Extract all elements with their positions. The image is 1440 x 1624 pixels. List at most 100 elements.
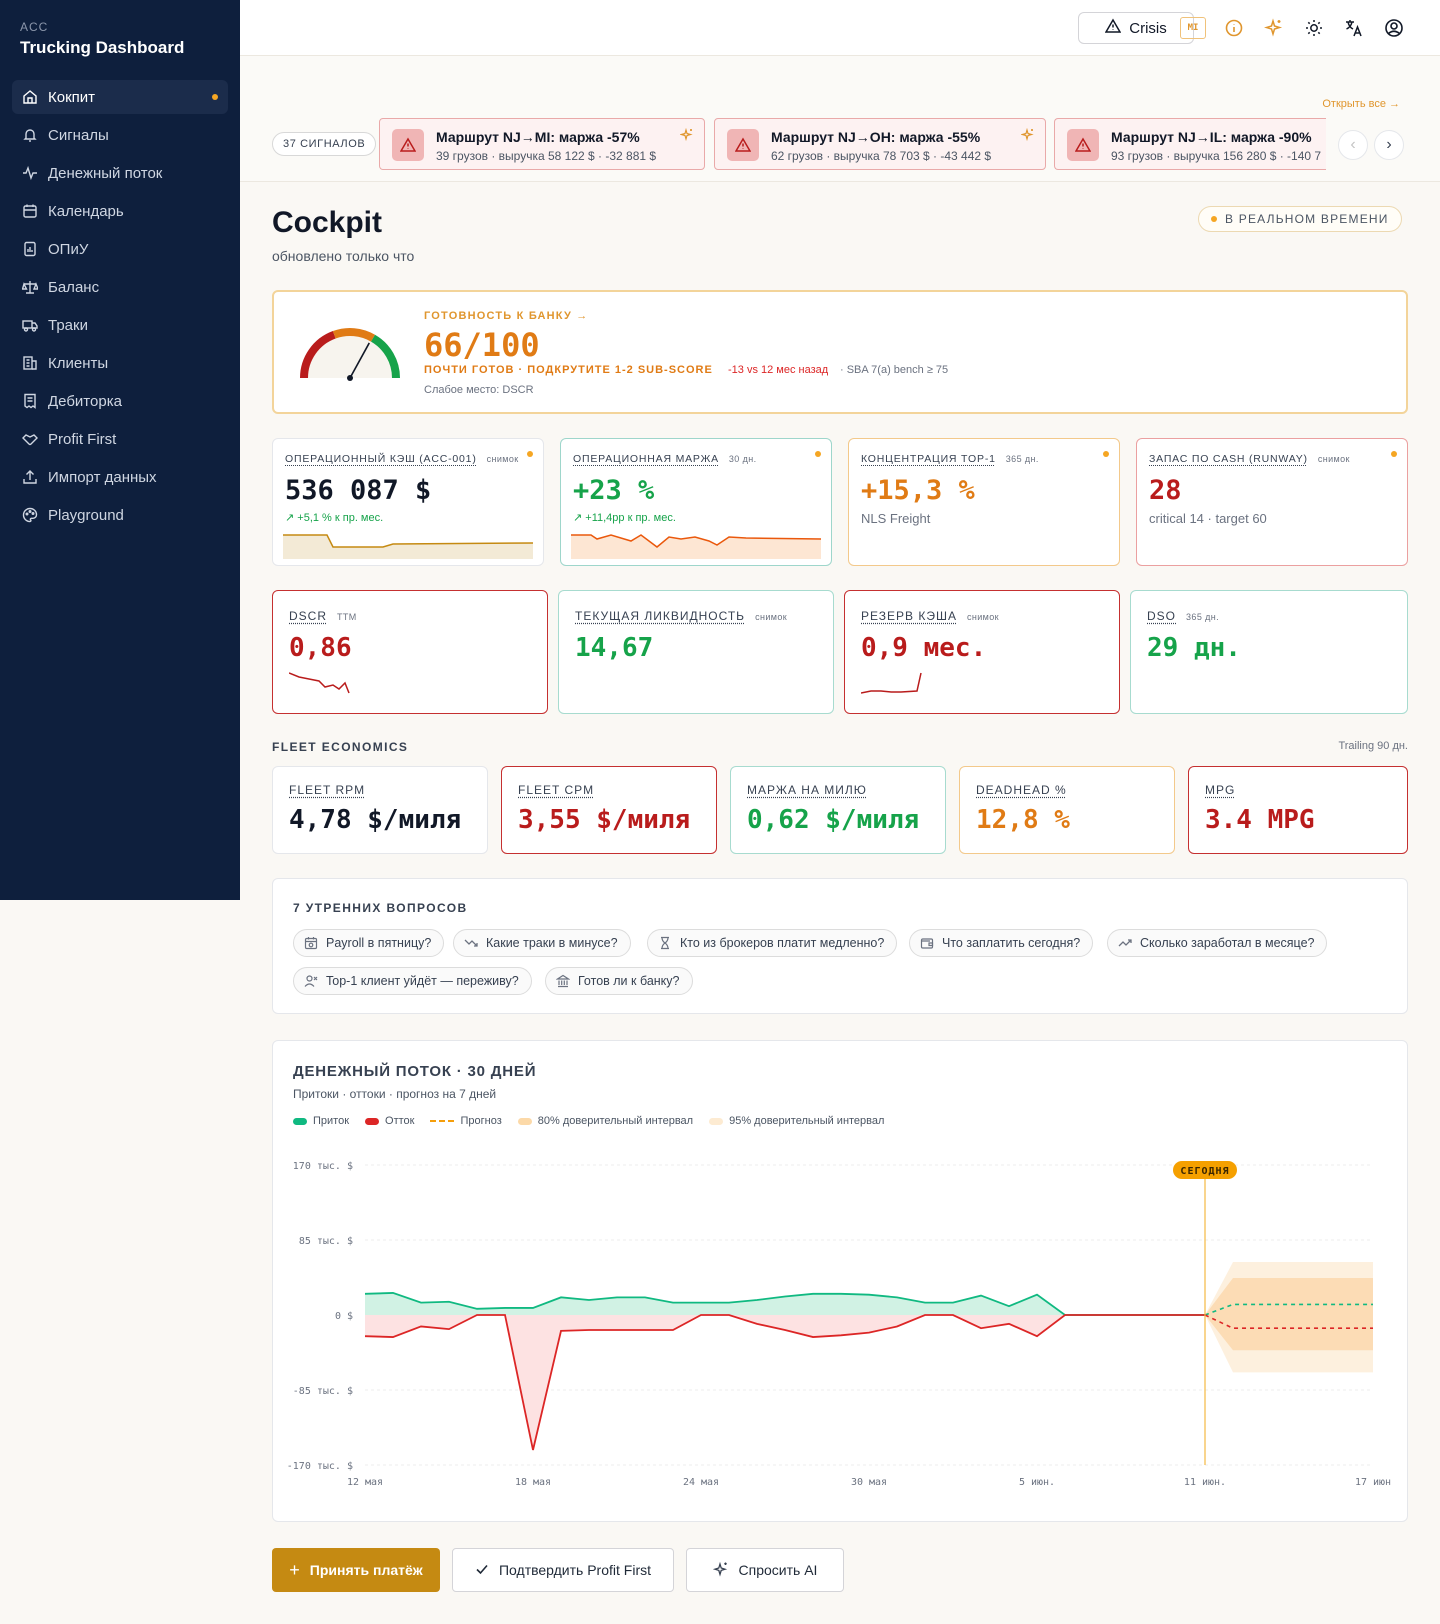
legend-inflow[interactable]: Приток — [293, 1115, 349, 1127]
kpi-current-ratio[interactable]: ТЕКУЩАЯ ЛИКВИДНОСТЬ снимок 14,67 — [558, 590, 834, 714]
user-circle-icon[interactable] — [1384, 18, 1404, 38]
morning-questions-card: 7 УТРЕННИХ ВОПРОСОВ Payroll в пятницу? К… — [272, 878, 1408, 1014]
sidebar-item-clients[interactable]: Клиенты — [12, 346, 228, 380]
fleet-trailing-note: Trailing 90 дн. — [1338, 740, 1408, 752]
sparkles-icon[interactable] — [679, 127, 694, 142]
sidebar-item-receivables[interactable]: Дебиторка — [12, 384, 228, 418]
kpi-cash-reserve[interactable]: РЕЗЕРВ КЭША снимок 0,9 мес. — [844, 590, 1120, 714]
question-chip[interactable]: Payroll в пятницу? — [293, 929, 445, 957]
kpi-label: ОПЕРАЦИОННАЯ МАРЖА 30 дн. — [573, 453, 757, 465]
fleet-cpm-card[interactable]: FLEET CPM 3,55 $/миля — [501, 766, 717, 854]
scroll-right-button[interactable]: › — [1374, 130, 1404, 160]
sidebar-item-calendar[interactable]: Календарь — [12, 194, 228, 228]
cashflow-chart[interactable]: 170 тыс. $ 85 тыс. $ 0 $ -85 тыс. $ -170 тыс… — [273, 1141, 1407, 1521]
mi-badge[interactable]: MI — [1180, 17, 1206, 39]
bank-icon — [556, 974, 570, 988]
sparkles-icon[interactable] — [1020, 127, 1035, 142]
kpi-cash-runway[interactable]: ЗАПАС ПО CASH (RUNWAY) снимок 28 critical… — [1136, 438, 1408, 566]
bell-icon — [22, 127, 38, 143]
kpi-top1-concentration[interactable]: КОНЦЕНТРАЦИЯ TOP-1 365 дн. +15,3 % NLS Fr… — [848, 438, 1120, 566]
kpi-dscr[interactable]: DSCR TTM 0,86 — [272, 590, 548, 714]
sidebar-item-label: Profit First — [48, 430, 117, 448]
bank-readiness-card[interactable]: ГОТОВНОСТЬ К БАНКУ → 66/100 ПОЧТИ ГОТОВ … — [272, 290, 1408, 414]
open-all-link[interactable]: Открыть все → — [1322, 98, 1400, 110]
wallet-icon — [920, 936, 934, 950]
info-icon[interactable] — [1224, 18, 1244, 38]
alert-title: Маршрут NJ→MI: маржа -57% — [436, 129, 640, 145]
calendar-clock-icon — [304, 936, 318, 950]
x-tick-label: 11 июн. — [1184, 1477, 1226, 1488]
x-tick-label: 30 мая — [851, 1477, 887, 1488]
legend-forecast[interactable]: Прогноз — [430, 1115, 502, 1127]
question-chip[interactable]: Top-1 клиент уйдёт — переживу? — [293, 967, 532, 995]
kpi-sparkline — [289, 672, 350, 694]
accept-payment-button[interactable]: + Принять платёж — [272, 1548, 440, 1592]
kpi-label: DSCR TTM — [289, 609, 357, 623]
alert-card[interactable]: Маршрут NJ→OH: маржа -55% 62 грузов · вы… — [714, 118, 1046, 170]
x-tick-label: 24 мая — [683, 1477, 719, 1488]
outflow-line — [364, 1314, 1205, 1451]
sun-icon[interactable] — [1304, 18, 1324, 38]
kpi-dso[interactable]: DSO 365 дн. 29 дн. — [1130, 590, 1408, 714]
sidebar: ACC Trucking Dashboard Кокпит Сигналы Де… — [0, 0, 240, 900]
brand-title[interactable]: Trucking Dashboard — [20, 38, 185, 57]
gauge-segment — [300, 331, 336, 379]
fleet-value: 4,78 $/миля — [289, 805, 462, 835]
kpi-label: ЗАПАС ПО CASH (RUNWAY) снимок — [1149, 453, 1350, 465]
alert-card[interactable]: Маршрут NJ→IL: маржа -90% 93 грузов · вы… — [1054, 118, 1326, 170]
confirm-profit-first-button[interactable]: Подтвердить Profit First — [452, 1548, 674, 1592]
sidebar-item-label: Сигналы — [48, 126, 109, 144]
fleet-deadhead-card[interactable]: DEADHEAD % 12,8 % — [959, 766, 1175, 854]
bank-readiness-label[interactable]: ГОТОВНОСТЬ К БАНКУ → — [424, 310, 589, 322]
fleet-mpg-card[interactable]: MPG 3.4 MPG — [1188, 766, 1408, 854]
alert-subtitle: 39 грузов · выручка 58 122 $ · -32 881 $ — [436, 149, 657, 163]
legend-ci95[interactable]: 95% доверительный интервал — [709, 1115, 884, 1127]
sidebar-item-cashflow[interactable]: Денежный поток — [12, 156, 228, 190]
kpi-label: ТЕКУЩАЯ ЛИКВИДНОСТЬ снимок — [575, 609, 788, 623]
question-chip[interactable]: Что заплатить сегодня? — [909, 929, 1094, 957]
sparkles-icon[interactable] — [1264, 18, 1284, 38]
ask-ai-button[interactable]: Спросить AI — [686, 1548, 844, 1592]
scroll-left-button[interactable]: ‹ — [1338, 130, 1368, 160]
sidebar-item-pnl[interactable]: ОПиУ — [12, 232, 228, 266]
crisis-button[interactable]: Crisis — [1078, 12, 1194, 44]
kpi-label: РЕЗЕРВ КЭША снимок — [861, 609, 999, 623]
sidebar-item-profit-first[interactable]: Profit First — [12, 422, 228, 456]
legend-ci80[interactable]: 80% доверительный интервал — [517, 1115, 693, 1127]
handshake-icon — [22, 431, 38, 447]
sidebar-item-import[interactable]: Импорт данных — [12, 460, 228, 494]
translate-icon[interactable] — [1344, 18, 1364, 38]
kpi-label: КОНЦЕНТРАЦИЯ TOP-1 365 дн. — [861, 453, 1039, 465]
sidebar-item-balance[interactable]: Баланс — [12, 270, 228, 304]
fleet-value: 3.4 MPG — [1205, 805, 1315, 835]
alert-card[interactable]: Маршрут NJ→MI: маржа -57% 39 грузов · вы… — [379, 118, 705, 170]
sidebar-item-trucks[interactable]: Траки — [12, 308, 228, 342]
pulse-icon — [22, 165, 38, 181]
status-dot — [1391, 451, 1397, 457]
sidebar-item-cockpit[interactable]: Кокпит — [12, 80, 228, 114]
kpi-label: DSO 365 дн. — [1147, 609, 1220, 623]
fleet-rpm-card[interactable]: FLEET RPM 4,78 $/миля — [272, 766, 488, 854]
signals-count-pill[interactable]: 37 СИГНАЛОВ — [272, 132, 377, 156]
kpi-value: 28 — [1149, 475, 1182, 506]
fleet-margin-per-mile-card[interactable]: МАРЖА НА МИЛЮ 0,62 $/миля — [730, 766, 946, 854]
kpi-operating-margin[interactable]: ОПЕРАЦИОННАЯ МАРЖА 30 дн. +23 % ↗ +11,4pp… — [560, 438, 832, 566]
live-dot — [1211, 216, 1217, 222]
legend-outflow[interactable]: Отток — [365, 1115, 414, 1127]
fleet-section-title: FLEET ECONOMICS — [272, 740, 409, 754]
question-chip[interactable]: Сколько заработал в месяце? — [1107, 929, 1328, 957]
status-dot — [1103, 451, 1109, 457]
sidebar-item-playground[interactable]: Playground — [12, 498, 228, 532]
fleet-value: 0,62 $/миля — [747, 805, 920, 835]
bank-weak-point: Слабое место: DSCR — [424, 384, 534, 396]
x-tick-label: 12 мая — [347, 1477, 383, 1488]
kpi-delta: ↗ +11,4pp к пр. мес. — [573, 512, 676, 524]
question-chip[interactable]: Кто из брокеров платит медленно? — [647, 929, 898, 957]
question-chip[interactable]: Готов ли к банку? — [545, 967, 693, 995]
kpi-operating-cash[interactable]: ОПЕРАЦИОННЫЙ КЭШ (ACC-001) снимок 536 087… — [272, 438, 544, 566]
question-chip[interactable]: Какие траки в минусе? — [453, 929, 631, 957]
kpi-sparkline — [861, 672, 922, 694]
palette-icon — [22, 507, 38, 523]
kpi-note: NLS Freight — [861, 511, 931, 526]
sidebar-item-signals[interactable]: Сигналы — [12, 118, 228, 152]
